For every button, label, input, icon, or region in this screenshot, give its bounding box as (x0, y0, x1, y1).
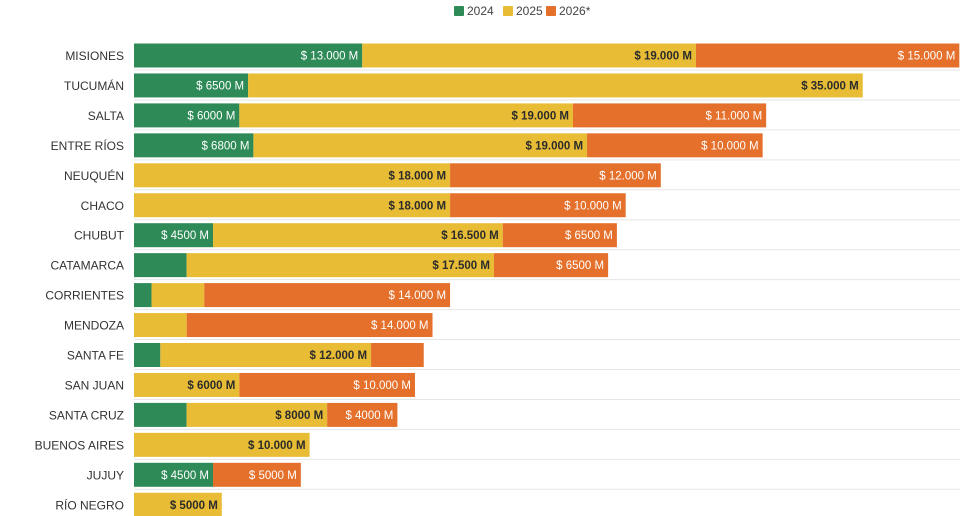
data-label-neuquen-2026: $ 12.000 M (599, 170, 657, 182)
data-label-chubut-2026: $ 6500 M (565, 230, 613, 242)
data-label-san-juan-2025: $ 6000 M (187, 380, 235, 392)
gridlines (134, 69, 960, 490)
data-label-corrientes-2026: $ 14.000 M (389, 290, 447, 302)
bar-santa-fe-2026 (371, 343, 424, 367)
bar-jujuy-2024 (134, 462, 214, 487)
bar-santa-cruz-2025 (186, 402, 328, 427)
data-label-salta-2024: $ 6000 M (187, 110, 235, 122)
category-label-tucuman: TUCUMÁN (64, 78, 124, 93)
bar-tucuman-2025 (248, 73, 863, 98)
data-label-santa-fe-2025: $ 12.000 M (310, 350, 368, 362)
bar-corrientes-2024 (134, 283, 152, 308)
legend-swatch-2024 (454, 6, 464, 16)
data-label-chubut-2024: $ 4500 M (161, 230, 209, 242)
bar-buenos-aires-2025 (134, 432, 310, 457)
legend-label-2025: 2025 (516, 4, 543, 18)
data-labels: $ 13.000 M $ 19.000 M $ 15.000 M $ 6500 M $ … (161, 51, 955, 512)
bar-chubut-2025 (213, 223, 503, 248)
bar-neuquen-2025 (134, 163, 451, 188)
data-label-entre-rios-2024: $ 6800 M (201, 140, 249, 152)
data-label-misiones-2025: $ 19.000 M (634, 51, 692, 63)
data-label-tucuman-2024: $ 6500 M (196, 80, 244, 92)
data-label-neuquen-2025: $ 18.000 M (389, 170, 447, 182)
bar-entre-rios-2024 (134, 133, 254, 158)
data-label-jujuy-2024: $ 4500 M (161, 470, 209, 482)
bar-jujuy-2026 (213, 462, 301, 487)
bar-santa-cruz-2026 (327, 402, 398, 427)
legend: 2024 2025 2026* (454, 4, 591, 18)
bar-corrientes-2026 (204, 283, 451, 308)
category-label-catamarca: CATAMARCA (50, 259, 124, 273)
data-label-salta-2026: $ 11.000 M (705, 110, 762, 122)
category-label-salta: SALTA (88, 109, 124, 123)
data-label-catamarca-2025: $ 17.500 M (432, 260, 490, 272)
data-label-entre-rios-2026: $ 10.000 M (701, 140, 759, 152)
bar-salta-2025 (239, 103, 574, 128)
data-label-rio-negro-2025: $ 5000 M (170, 500, 218, 512)
data-label-entre-rios-2025: $ 19.000 M (526, 140, 584, 152)
data-label-tucuman-2025: $ 35.000 M (801, 80, 859, 92)
bar-catamarca-2024 (134, 253, 187, 278)
data-label-misiones-2024: $ 13.000 M (301, 51, 359, 63)
bar-catamarca-2025 (186, 253, 494, 278)
bar-misiones-2024 (134, 43, 363, 68)
category-label-santa-cruz: SANTA CRUZ (49, 408, 124, 422)
bar-entre-rios-2025 (253, 133, 588, 158)
bar-rio-negro-2025 (134, 492, 222, 516)
category-label-neuquen: NEUQUÉN (64, 168, 124, 183)
data-label-mendoza-2026: $ 14.000 M (371, 320, 429, 332)
category-label-chubut: CHUBUT (74, 229, 125, 243)
legend-label-2026: 2026* (559, 4, 591, 18)
data-label-catamarca-2026: $ 6500 M (556, 260, 604, 272)
bar-tucuman-2024 (134, 73, 249, 98)
data-label-san-juan-2026: $ 10.000 M (353, 380, 411, 392)
data-label-chaco-2025: $ 18.000 M (389, 200, 447, 212)
bar-chaco-2025 (134, 193, 451, 218)
bar-salta-2026 (573, 103, 767, 128)
category-label-san-juan: SAN JUAN (65, 378, 124, 392)
bar-entre-rios-2026 (587, 133, 763, 158)
category-label-jujuy: JUJUY (87, 468, 124, 482)
bar-misiones-2026 (695, 43, 960, 68)
category-label-buenos-aires: BUENOS AIRES (35, 438, 124, 452)
data-label-santa-cruz-2025: $ 8000 M (275, 410, 323, 422)
bar-misiones-2025 (362, 43, 696, 68)
bar-catamarca-2026 (493, 253, 609, 278)
category-label-corrientes: CORRIENTES (45, 289, 124, 303)
category-label-rio-negro: RÍO NEGRO (55, 497, 124, 512)
category-label-mendoza: MENDOZA (64, 319, 124, 333)
bar-mendoza-2026 (186, 313, 433, 338)
bars (134, 43, 960, 516)
legend-swatch-2025 (503, 6, 513, 16)
category-label-entre-rios: ENTRE RÍOS (51, 138, 124, 153)
bar-santa-cruz-2024 (134, 402, 187, 427)
bar-santa-fe-2024 (134, 343, 161, 367)
bar-chubut-2024 (134, 223, 214, 248)
bar-santa-fe-2025 (160, 343, 372, 367)
category-label-misiones: MISIONES (65, 49, 124, 63)
data-label-chaco-2026: $ 10.000 M (564, 200, 622, 212)
data-label-santa-cruz-2026: $ 4000 M (345, 410, 393, 422)
legend-label-2024: 2024 (467, 4, 494, 18)
data-label-salta-2025: $ 19.000 M (511, 110, 569, 122)
data-label-chubut-2025: $ 16.500 M (441, 230, 499, 242)
category-axis: MISIONES TUCUMÁN SALTA ENTRE RÍOS NEUQUÉN CHA… (35, 49, 125, 512)
bar-san-juan-2026 (239, 372, 415, 397)
bar-chubut-2026 (502, 223, 617, 248)
category-label-santa-fe: SANTA FE (67, 349, 124, 363)
bar-san-juan-2025 (134, 372, 240, 397)
bar-chaco-2026 (450, 193, 626, 218)
bar-salta-2024 (134, 103, 240, 128)
category-label-chaco: CHACO (81, 199, 124, 213)
legend-swatch-2026 (546, 6, 556, 16)
bar-neuquen-2026 (450, 163, 661, 188)
data-label-buenos-aires-2025: $ 10.000 M (248, 440, 306, 452)
bar-mendoza-2025 (134, 313, 187, 338)
data-label-jujuy-2026: $ 5000 M (249, 470, 297, 482)
data-label-misiones-2026: $ 15.000 M (898, 51, 956, 63)
bar-corrientes-2025 (151, 283, 205, 308)
